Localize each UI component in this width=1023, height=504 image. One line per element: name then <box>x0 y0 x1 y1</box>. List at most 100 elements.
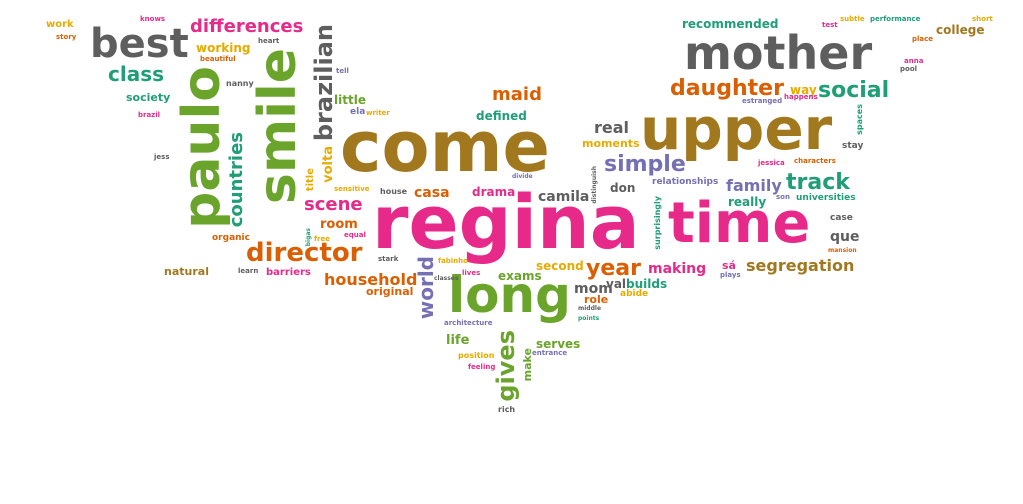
word-jessica: jessica <box>758 159 785 167</box>
word-heart: heart <box>258 37 280 45</box>
word-abide: abide <box>620 289 649 299</box>
word-universities: universities <box>796 193 856 203</box>
word-beautiful: beautiful <box>200 55 236 63</box>
word-subtle: subtle <box>840 15 865 23</box>
word-characters: characters <box>794 157 836 165</box>
word-title: title <box>305 168 316 192</box>
word-life: life <box>446 333 470 348</box>
word-long: long <box>448 266 571 324</box>
word-learn: learn <box>238 267 259 275</box>
word-college: college <box>936 23 985 37</box>
word-anna: anna <box>904 57 924 65</box>
word-test: test <box>822 21 838 29</box>
word-volta: volta <box>321 146 336 183</box>
word-countries: countries <box>226 132 247 228</box>
word-director: director <box>246 238 363 268</box>
word-scene: scene <box>304 194 363 215</box>
word-short: short <box>972 15 993 23</box>
word-track: track <box>786 170 850 195</box>
word-divide: divide <box>512 173 533 180</box>
word-tell: tell <box>336 67 349 75</box>
word-que: que <box>830 229 860 245</box>
word-society: society <box>126 91 171 104</box>
word-mother: mother <box>684 26 873 80</box>
word-family: family <box>726 176 782 195</box>
word-smile: smile <box>248 48 308 205</box>
word-real: real <box>594 118 630 137</box>
word-differences: differences <box>190 16 304 37</box>
word-surprisingly: surprisingly <box>653 196 662 250</box>
word-spaces: spaces <box>855 104 864 135</box>
word-classes: classes <box>434 275 459 282</box>
word-daughter: daughter <box>670 76 784 101</box>
word-camila: camila <box>538 189 590 205</box>
word-simple: simple <box>604 152 686 177</box>
word-defined: defined <box>476 109 527 123</box>
word-rich: rich <box>498 405 516 414</box>
word-barriers: barriers <box>266 267 311 278</box>
word-little: little <box>334 93 366 107</box>
word-mansion: mansion <box>828 247 857 254</box>
word-moments: moments <box>582 137 640 150</box>
word-performance: performance <box>870 15 921 23</box>
word-fabinho: fabinho <box>438 257 468 265</box>
word-builds: builds <box>626 277 668 291</box>
word-maid: maid <box>492 84 542 105</box>
word-lives: lives <box>462 269 481 277</box>
word-serves: serves <box>536 337 581 351</box>
word-working: working <box>196 41 251 55</box>
word-making: making <box>648 261 707 277</box>
word-happens: happens <box>784 93 818 101</box>
word-drama: drama <box>472 185 516 199</box>
word-entrance: entrance <box>532 349 568 357</box>
word-work: work <box>46 19 74 30</box>
word-stay: stay <box>842 141 864 151</box>
word-time: time <box>668 191 811 256</box>
word-best: best <box>90 21 189 67</box>
word-casa: casa <box>414 185 450 201</box>
word-don: don <box>610 181 636 195</box>
word-bigas: bigas <box>305 228 312 247</box>
word-val: val <box>606 277 627 291</box>
word-recommended: recommended <box>682 17 779 31</box>
word-original: original <box>366 285 414 298</box>
word-exams: exams <box>498 269 542 283</box>
word-household: household <box>324 270 418 289</box>
word-nanny: nanny <box>226 79 254 88</box>
word-feeling: feeling <box>468 363 496 371</box>
word-place: place <box>912 35 934 43</box>
word-stark: stark <box>378 255 399 263</box>
word-really: really <box>728 195 767 209</box>
word-year: year <box>586 256 641 281</box>
word-story: story <box>56 33 77 41</box>
word-mom: mom <box>574 281 613 297</box>
word-paulo: paulo <box>172 66 232 229</box>
word-architecture: architecture <box>444 319 493 327</box>
word-house: house <box>380 187 408 196</box>
word-gives: gives <box>492 330 520 402</box>
word-middle: middle <box>578 305 602 312</box>
word-relationships: relationships <box>652 177 719 187</box>
word-class: class <box>108 62 165 86</box>
word-regina: regina <box>372 180 640 266</box>
word-plays: plays <box>720 271 741 279</box>
word-ela: ela <box>350 107 366 117</box>
word-knows: knows <box>140 15 166 23</box>
word-jess: jess <box>154 153 170 161</box>
word-pool: pool <box>900 65 918 73</box>
word-upper: upper <box>640 95 833 163</box>
word-way: way <box>790 83 817 97</box>
word-brazil: brazil <box>138 111 161 119</box>
word-sensitive: sensitive <box>334 185 370 193</box>
word-distinguish: distinguish <box>591 166 598 204</box>
word-son: son <box>776 193 790 201</box>
word-brazilian: brazilian <box>310 24 338 142</box>
word-writer: writer <box>366 109 390 117</box>
word-second: second <box>536 259 584 273</box>
word-make: make <box>521 348 534 382</box>
word-equal: equal <box>344 231 366 239</box>
word-organic: organic <box>212 233 250 243</box>
word-segregation: segregation <box>746 256 855 275</box>
word-free: free <box>314 235 330 243</box>
